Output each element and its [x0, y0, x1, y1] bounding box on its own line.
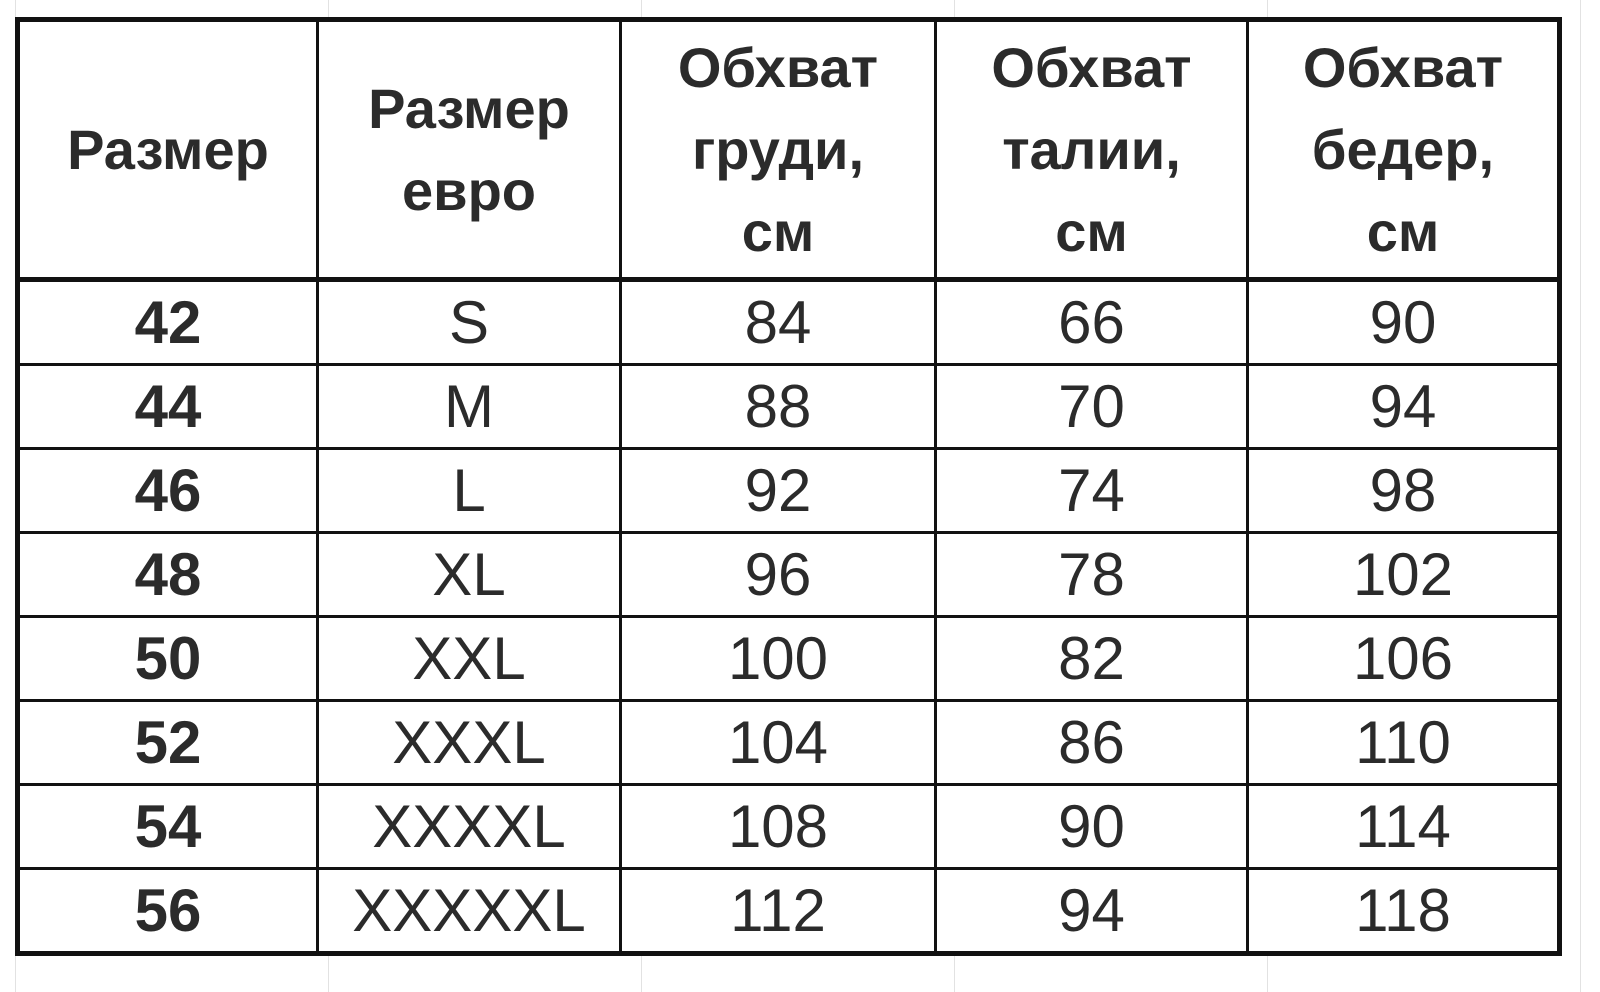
- table-row: 56 XXXXXL 112 94 118: [16, 867, 1561, 955]
- cell-waist: 66: [934, 278, 1249, 366]
- cell-hips: 114: [1246, 783, 1561, 870]
- cell-chest: 108: [619, 783, 937, 870]
- cell-chest: 88: [619, 363, 937, 450]
- cell-chest: 84: [619, 278, 937, 366]
- header-euro-size: Размер евро: [316, 18, 622, 281]
- header-size: Размер: [16, 18, 319, 281]
- cell-waist: 70: [934, 363, 1249, 450]
- cell-hips: 110: [1246, 699, 1561, 786]
- cell-chest: 100: [619, 615, 937, 702]
- table-row: 50 XXL 100 82 106: [16, 615, 1561, 702]
- cell-waist: 78: [934, 531, 1249, 618]
- cell-euro-size: L: [316, 447, 622, 534]
- cell-euro-size: M: [316, 363, 622, 450]
- cell-chest: 96: [619, 531, 937, 618]
- cell-euro-size: XL: [316, 531, 622, 618]
- table-row: 54 XXXXL 108 90 114: [16, 783, 1561, 870]
- header-line: Размер: [67, 117, 269, 181]
- header-line: Обхват: [1302, 35, 1504, 99]
- cell-size: 56: [16, 867, 319, 955]
- cell-euro-size: XXXXL: [316, 783, 622, 870]
- header-line: см: [1366, 199, 1440, 263]
- cell-chest: 92: [619, 447, 937, 534]
- cell-euro-size: XXL: [316, 615, 622, 702]
- cell-euro-size: XXXXXL: [316, 867, 622, 955]
- cell-waist: 90: [934, 783, 1249, 870]
- cell-euro-size: S: [316, 278, 622, 366]
- cell-hips: 118: [1246, 867, 1561, 955]
- cell-waist: 82: [934, 615, 1249, 702]
- cell-waist: 74: [934, 447, 1249, 534]
- cell-waist: 94: [934, 867, 1249, 955]
- cell-chest: 112: [619, 867, 937, 955]
- header-line: Обхват: [991, 35, 1192, 99]
- cell-size: 44: [16, 363, 319, 450]
- header-hips: Обхват бедер, см: [1246, 18, 1561, 281]
- cell-chest: 104: [619, 699, 937, 786]
- header-line: талии,: [1002, 117, 1181, 181]
- cell-size: 52: [16, 699, 319, 786]
- cell-hips: 90: [1246, 278, 1561, 366]
- header-line: см: [1055, 199, 1128, 263]
- cell-hips: 106: [1246, 615, 1561, 702]
- cell-size: 46: [16, 447, 319, 534]
- header-line: см: [741, 199, 815, 263]
- table-row: 46 L 92 74 98: [16, 447, 1561, 534]
- cell-hips: 102: [1246, 531, 1561, 618]
- table-row: 52 XXXL 104 86 110: [16, 699, 1561, 786]
- cell-size: 48: [16, 531, 319, 618]
- header-chest: Обхват груди, см: [619, 18, 937, 281]
- table-row: 48 XL 96 78 102: [16, 531, 1561, 618]
- header-line: бедер,: [1311, 117, 1495, 181]
- header-line: Размер: [368, 76, 570, 140]
- header-line: евро: [402, 158, 536, 222]
- header-line: Обхват: [677, 35, 879, 99]
- cell-hips: 98: [1246, 447, 1561, 534]
- cell-size: 42: [16, 278, 319, 366]
- header-line: груди,: [691, 117, 865, 181]
- cell-size: 54: [16, 783, 319, 870]
- cell-euro-size: XXXL: [316, 699, 622, 786]
- table-row: 42 S 84 66 90: [16, 278, 1561, 366]
- table-row: 44 M 88 70 94: [16, 363, 1561, 450]
- cell-size: 50: [16, 615, 319, 702]
- header-row: Размер Размер евро Обхват груди, см Обхват тали…: [16, 18, 1561, 281]
- header-waist: Обхват талии, см: [934, 18, 1249, 281]
- size-table: Размер Размер евро Обхват груди, см Обхват тали…: [15, 17, 1562, 956]
- cell-hips: 94: [1246, 363, 1561, 450]
- cell-waist: 86: [934, 699, 1249, 786]
